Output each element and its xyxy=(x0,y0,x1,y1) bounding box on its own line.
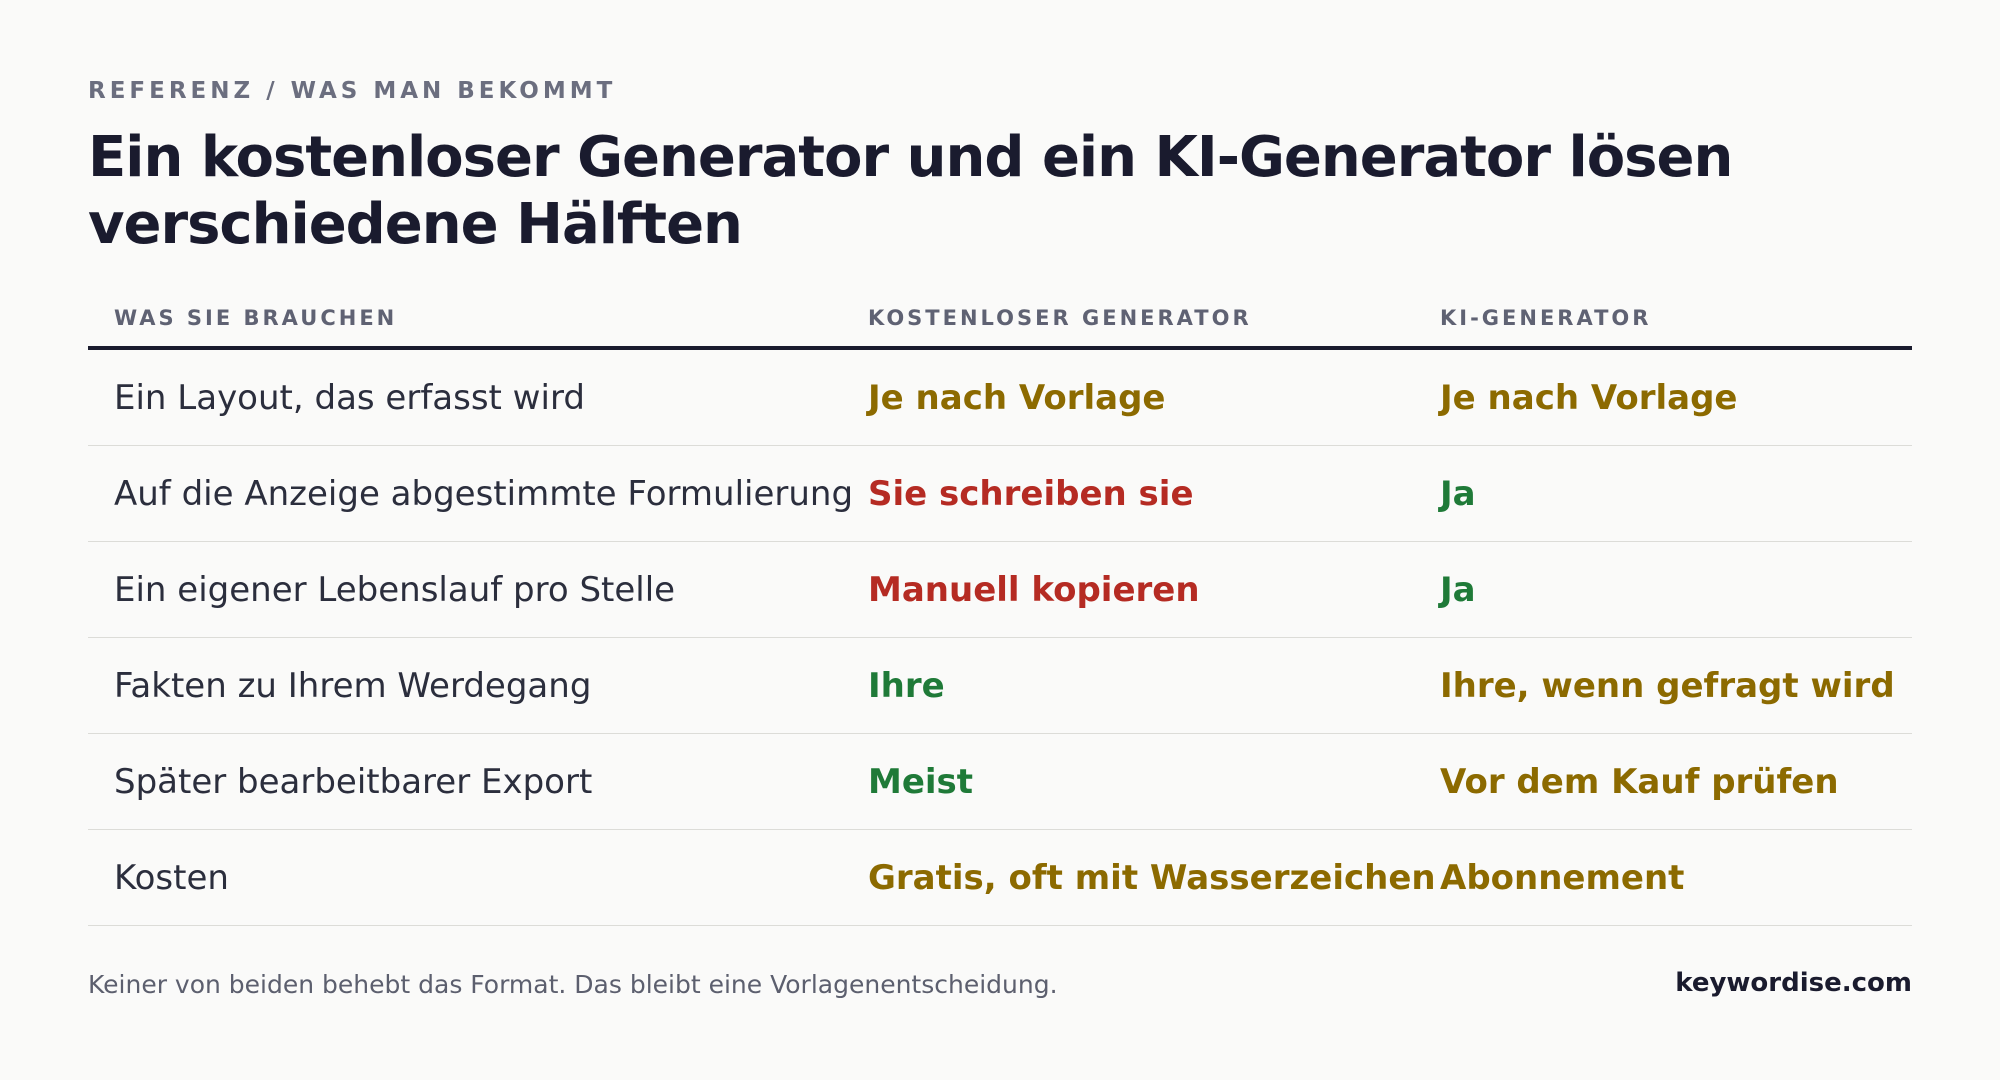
header-need: WAS SIE BRAUCHEN xyxy=(114,306,398,330)
free-generator-cell: Ihre xyxy=(868,665,945,706)
need-cell: Auf die Anzeige abgestimmte Formulierung xyxy=(114,473,854,514)
table-row: Kosten Gratis, oft mit Wasserzeichen Abo… xyxy=(88,830,1912,926)
table-header: WAS SIE BRAUCHEN KOSTENLOSER GENERATOR K… xyxy=(88,290,1912,350)
ai-generator-cell: Vor dem Kauf prüfen xyxy=(1440,761,1839,802)
need-cell: Ein eigener Lebenslauf pro Stelle xyxy=(114,569,676,610)
ai-generator-cell: Abonnement xyxy=(1440,857,1685,898)
table-row: Ein eigener Lebenslauf pro Stelle Manuel… xyxy=(88,542,1912,638)
brand-name: keywordise.com xyxy=(1675,968,1912,998)
eyebrow-label: REFERENZ / WAS MAN BEKOMMT xyxy=(88,78,617,104)
ai-generator-cell: Je nach Vorlage xyxy=(1440,377,1738,418)
free-generator-cell: Manuell kopieren xyxy=(868,569,1200,610)
table-row: Ein Layout, das erfasst wird Je nach Vor… xyxy=(88,350,1912,446)
header-free-generator: KOSTENLOSER GENERATOR xyxy=(868,306,1252,330)
free-generator-cell: Je nach Vorlage xyxy=(868,377,1166,418)
page-title: Ein kostenloser Generator und ein KI-Gen… xyxy=(88,125,1733,257)
free-generator-cell: Meist xyxy=(868,761,974,802)
free-generator-cell: Sie schreiben sie xyxy=(868,473,1194,514)
free-generator-cell: Gratis, oft mit Wasserzeichen xyxy=(868,857,1436,898)
table-row: Auf die Anzeige abgestimmte Formulierung… xyxy=(88,446,1912,542)
need-cell: Später bearbeitbarer Export xyxy=(114,761,593,802)
table-row: Fakten zu Ihrem Werdegang Ihre Ihre, wen… xyxy=(88,638,1912,734)
header-ai-generator: KI-GENERATOR xyxy=(1440,306,1652,330)
need-cell: Fakten zu Ihrem Werdegang xyxy=(114,665,592,706)
table-row: Später bearbeitbarer Export Meist Vor de… xyxy=(88,734,1912,830)
ai-generator-cell: Ihre, wenn gefragt wird xyxy=(1440,665,1895,706)
need-cell: Kosten xyxy=(114,857,229,898)
comparison-table: WAS SIE BRAUCHEN KOSTENLOSER GENERATOR K… xyxy=(88,290,1912,926)
ai-generator-cell: Ja xyxy=(1440,473,1476,514)
ai-generator-cell: Ja xyxy=(1440,569,1476,610)
footer-note: Keiner von beiden behebt das Format. Das… xyxy=(88,970,1058,999)
need-cell: Ein Layout, das erfasst wird xyxy=(114,377,585,418)
